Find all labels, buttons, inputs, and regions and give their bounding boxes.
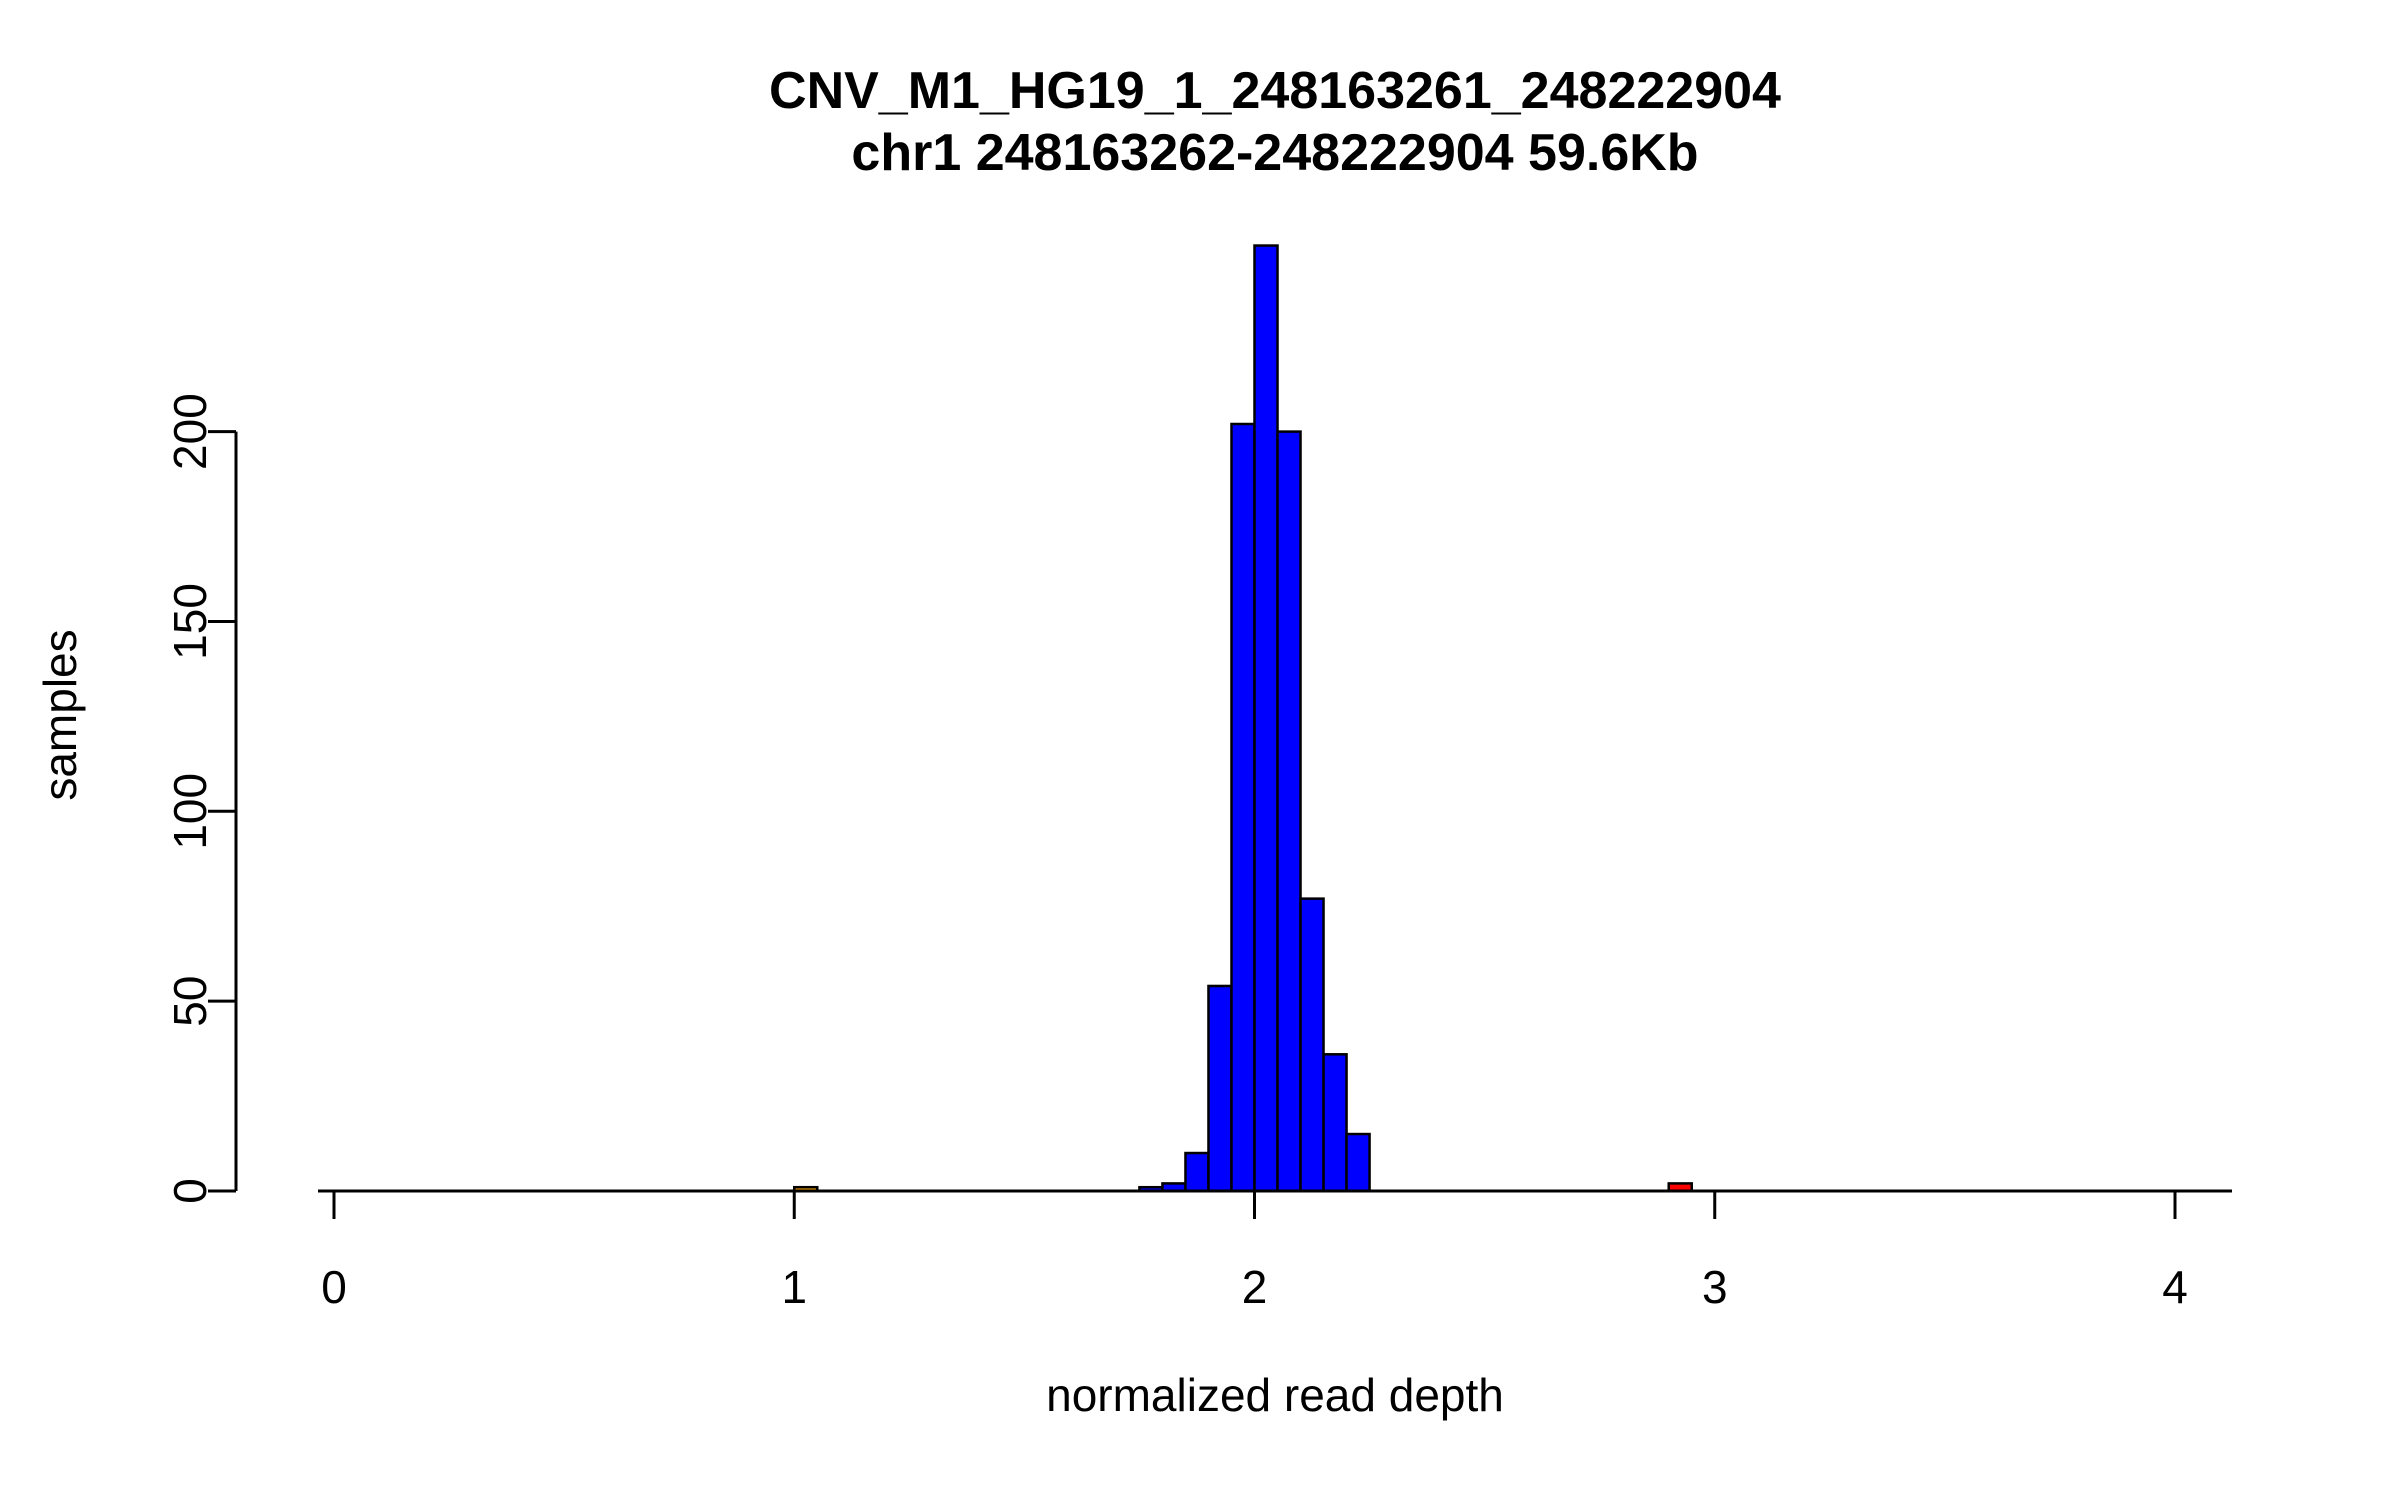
histogram-bar [1253, 244, 1279, 1193]
x-axis-tick-label: 3 [1702, 1261, 1728, 1313]
x-axis-tick-label: 1 [781, 1261, 807, 1313]
chart-subtitle: chr1 248163262-248222904 59.6Kb [851, 124, 1699, 182]
y-axis-tick-label: 0 [164, 1178, 216, 1204]
y-axis-label: samples [34, 629, 86, 801]
y-axis-tick-label: 200 [164, 393, 216, 470]
histogram-bar [1276, 430, 1302, 1193]
histogram-bar [1299, 897, 1325, 1193]
histogram-bar [1345, 1132, 1371, 1193]
chart-title: CNV_M1_HG19_1_248163261_248222904 [769, 62, 1781, 120]
x-axis-tick-label: 2 [1242, 1261, 1268, 1313]
histogram-bar [1230, 422, 1256, 1193]
y-axis-tick-label: 150 [164, 583, 216, 660]
y-axis-tick-label: 100 [164, 773, 216, 850]
x-axis-tick-label: 0 [321, 1261, 347, 1313]
y-axis-tick-label: 50 [164, 976, 216, 1027]
histogram-bar [1322, 1053, 1348, 1193]
histogram-bar [1184, 1151, 1210, 1193]
x-axis-label: normalized read depth [1046, 1369, 1504, 1421]
x-axis-tick-label: 4 [2162, 1261, 2188, 1313]
histogram-bar [1207, 984, 1233, 1193]
